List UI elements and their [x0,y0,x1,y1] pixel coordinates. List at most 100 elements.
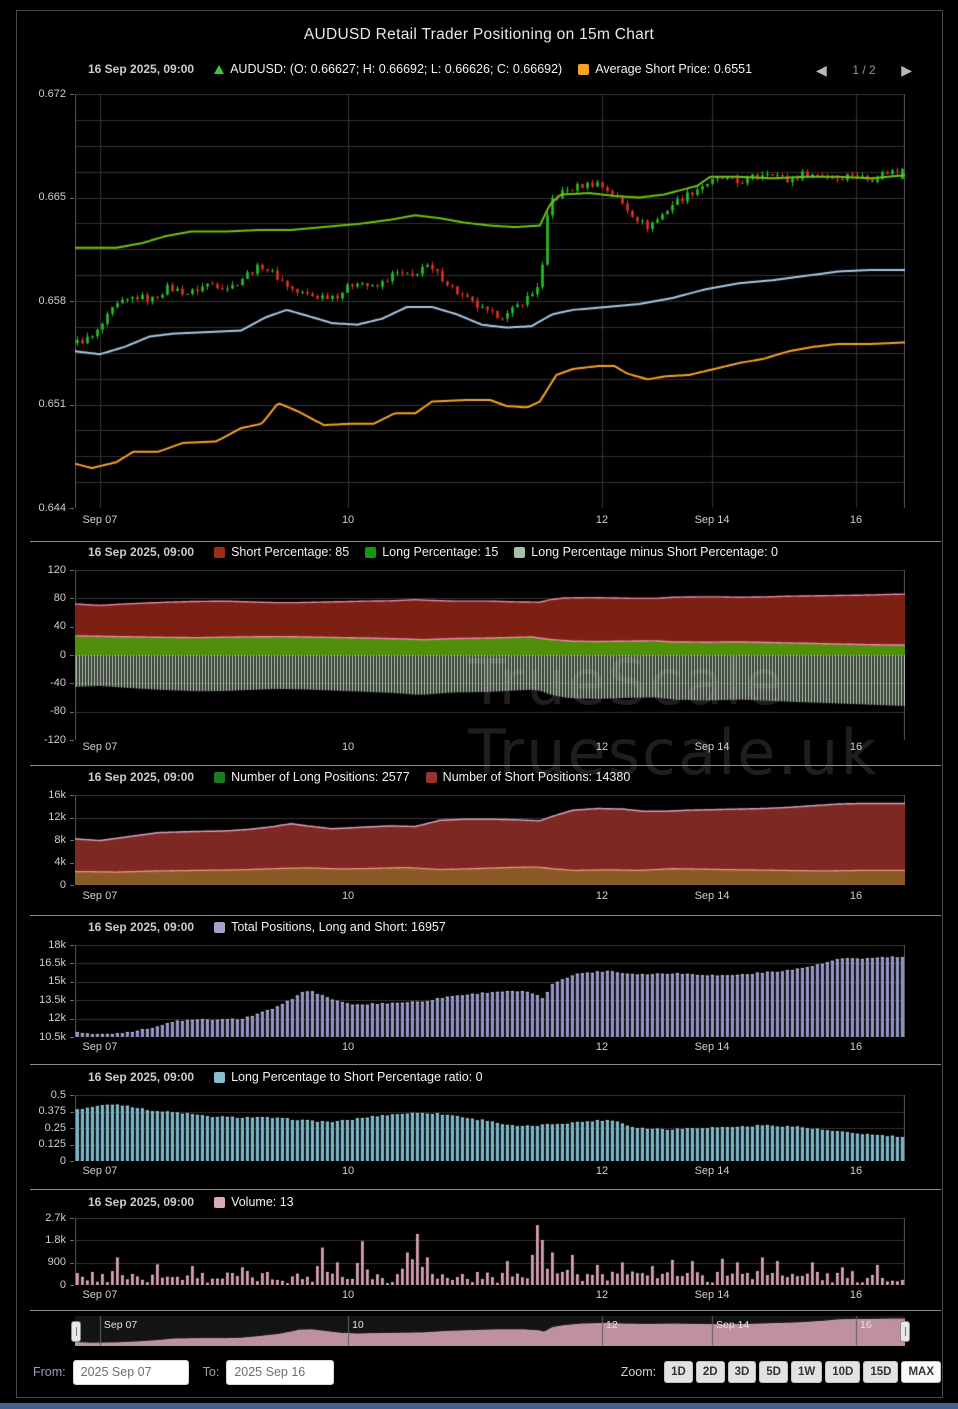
zoom-button-max[interactable]: MAX [901,1361,941,1383]
legend-item-ratio[interactable]: Long Percentage to Short Percentage rati… [214,1070,483,1084]
legend-item-long-minus-short[interactable]: Long Percentage minus Short Percentage: … [514,545,778,559]
y-axis-label: 0.651 [38,398,66,410]
y-axis-label: 0.665 [38,191,66,203]
panel-separator [30,1064,941,1065]
x-axis-label: 10 [341,741,355,753]
legend-item-label: Short Percentage: 85 [231,545,350,559]
handle-grip-icon [75,1327,77,1336]
y-axis-tick [70,1262,74,1264]
y-axis-label: 15k [48,975,66,988]
navigator-date-label: 16 [860,1319,872,1331]
y-axis-tick [70,1218,74,1219]
x-axis-label: 10 [341,514,355,526]
total-positions-chart-canvas[interactable] [75,945,905,1037]
chart-frame-border [16,10,943,1398]
y-axis-label: 13.5k [39,993,66,1006]
legend-item-label: Volume: 13 [231,1195,294,1209]
y-axis-label: 0.5 [50,1088,66,1101]
legend-timestamp: 16 Sep 2025, 09:00 [88,770,195,784]
x-axis-label: Sep 14 [694,514,730,526]
x-axis-label: Sep 07 [82,1165,118,1177]
from-date-input[interactable] [72,1359,189,1385]
legend-item-total-positions[interactable]: Total Positions, Long and Short: 16957 [214,920,446,934]
x-axis-label: Sep 14 [694,1041,730,1053]
legend-swatch [214,1071,226,1083]
legend-item-short-pct[interactable]: Short Percentage: 85 [214,545,349,559]
navigator-left-handle[interactable] [71,1321,81,1342]
ratio-chart-canvas[interactable] [75,1095,905,1161]
legend-item-label: Long Percentage to Short Percentage rati… [231,1070,483,1084]
x-axis-label: Sep 14 [694,1165,730,1177]
percentage-chart-canvas[interactable] [75,570,905,740]
legend-item-volume[interactable]: Volume: 13 [214,1195,294,1209]
panel-separator [30,1310,941,1311]
navigator-right-handle[interactable] [900,1321,910,1342]
zoom-button-1d[interactable]: 1D [664,1361,693,1383]
x-axis-label: 12 [595,1041,609,1053]
y-axis-tick [70,981,74,983]
zoom-button-1w[interactable]: 1W [790,1361,823,1383]
navigator-date-label: 12 [606,1319,618,1331]
x-axis-label: 16 [849,741,863,753]
legend-pagination: ◀ 1 / 2 ▶ [816,63,912,77]
legend-swatch [214,1196,226,1208]
legend-swatch [214,771,226,783]
legend-item-label: Number of Short Positions: 14380 [442,770,631,784]
y-axis-tick [70,1144,74,1146]
panel-separator [30,541,941,542]
y-axis-tick [70,740,74,741]
next-page-icon[interactable]: ▶ [901,62,912,78]
y-axis-label: 4k [54,856,66,868]
to-date-input[interactable] [226,1359,335,1385]
y-axis-tick [70,963,74,965]
positions-chart-canvas[interactable] [75,795,905,885]
legend-swatch [425,771,437,783]
y-axis-tick [70,1018,74,1020]
legend-swatch [214,546,226,558]
navigator-canvas[interactable] [75,1316,905,1346]
x-axis-label: 16 [849,1165,863,1177]
volume-chart-canvas[interactable] [75,1218,905,1285]
legend-timestamp: 16 Sep 2025, 09:00 [88,62,195,76]
x-axis-label: Sep 07 [82,890,118,902]
y-axis-label: 12k [48,811,66,823]
legend-item-long-positions[interactable]: Number of Long Positions: 2577 [214,770,410,784]
x-axis-label: 16 [849,514,863,526]
x-axis-label: 10 [341,1165,355,1177]
y-axis-tick [70,197,74,199]
legend-percent: 16 Sep 2025, 09:00 Short Percentage: 85 … [88,545,778,559]
panel-separator [30,765,941,766]
zoom-button-5d[interactable]: 5D [759,1361,788,1383]
legend-item-label: Long Percentage: 15 [382,545,499,559]
y-axis-label: 10.5k [39,1030,66,1043]
y-axis-tick [70,1000,74,1002]
zoom-button-3d[interactable]: 3D [727,1361,757,1383]
x-axis-label: Sep 07 [82,1289,118,1301]
legend-price: 16 Sep 2025, 09:00 AUDUSD: (O: 0.66627; … [88,62,752,76]
zoom-button-2d[interactable]: 2D [695,1361,725,1383]
y-axis-tick [70,1285,74,1286]
legend-item-avg-short-price[interactable]: Average Short Price: 0.6551 [578,62,752,76]
x-axis-label: 12 [595,890,609,902]
legend-item-long-pct[interactable]: Long Percentage: 15 [365,545,498,559]
y-axis-label: -80 [50,705,66,718]
legend-item-audusd[interactable]: AUDUSD: (O: 0.66627; H: 0.66692; L: 0.66… [214,62,562,76]
price-chart-canvas[interactable] [75,94,905,508]
legend-item-label: Average Short Price: 0.6551 [595,62,753,76]
y-axis-label: 8k [54,833,66,846]
y-axis-tick [70,817,74,819]
legend-swatch [365,546,377,558]
y-axis-label: 900 [47,1256,66,1269]
zoom-button-15d[interactable]: 15D [863,1361,899,1383]
legend-item-short-positions[interactable]: Number of Short Positions: 14380 [425,770,631,784]
x-axis-label: 16 [849,1041,863,1053]
x-axis-label: 12 [595,514,609,526]
legend-item-label: Number of Long Positions: 2577 [231,770,410,784]
prev-page-icon[interactable]: ◀ [816,62,827,78]
x-axis-label: 10 [341,1041,355,1053]
y-axis-tick [70,885,74,886]
legend-item-label: Total Positions, Long and Short: 16957 [231,920,446,934]
zoom-button-10d[interactable]: 10D [825,1361,861,1383]
y-axis-label: 2.7k [45,1211,66,1224]
